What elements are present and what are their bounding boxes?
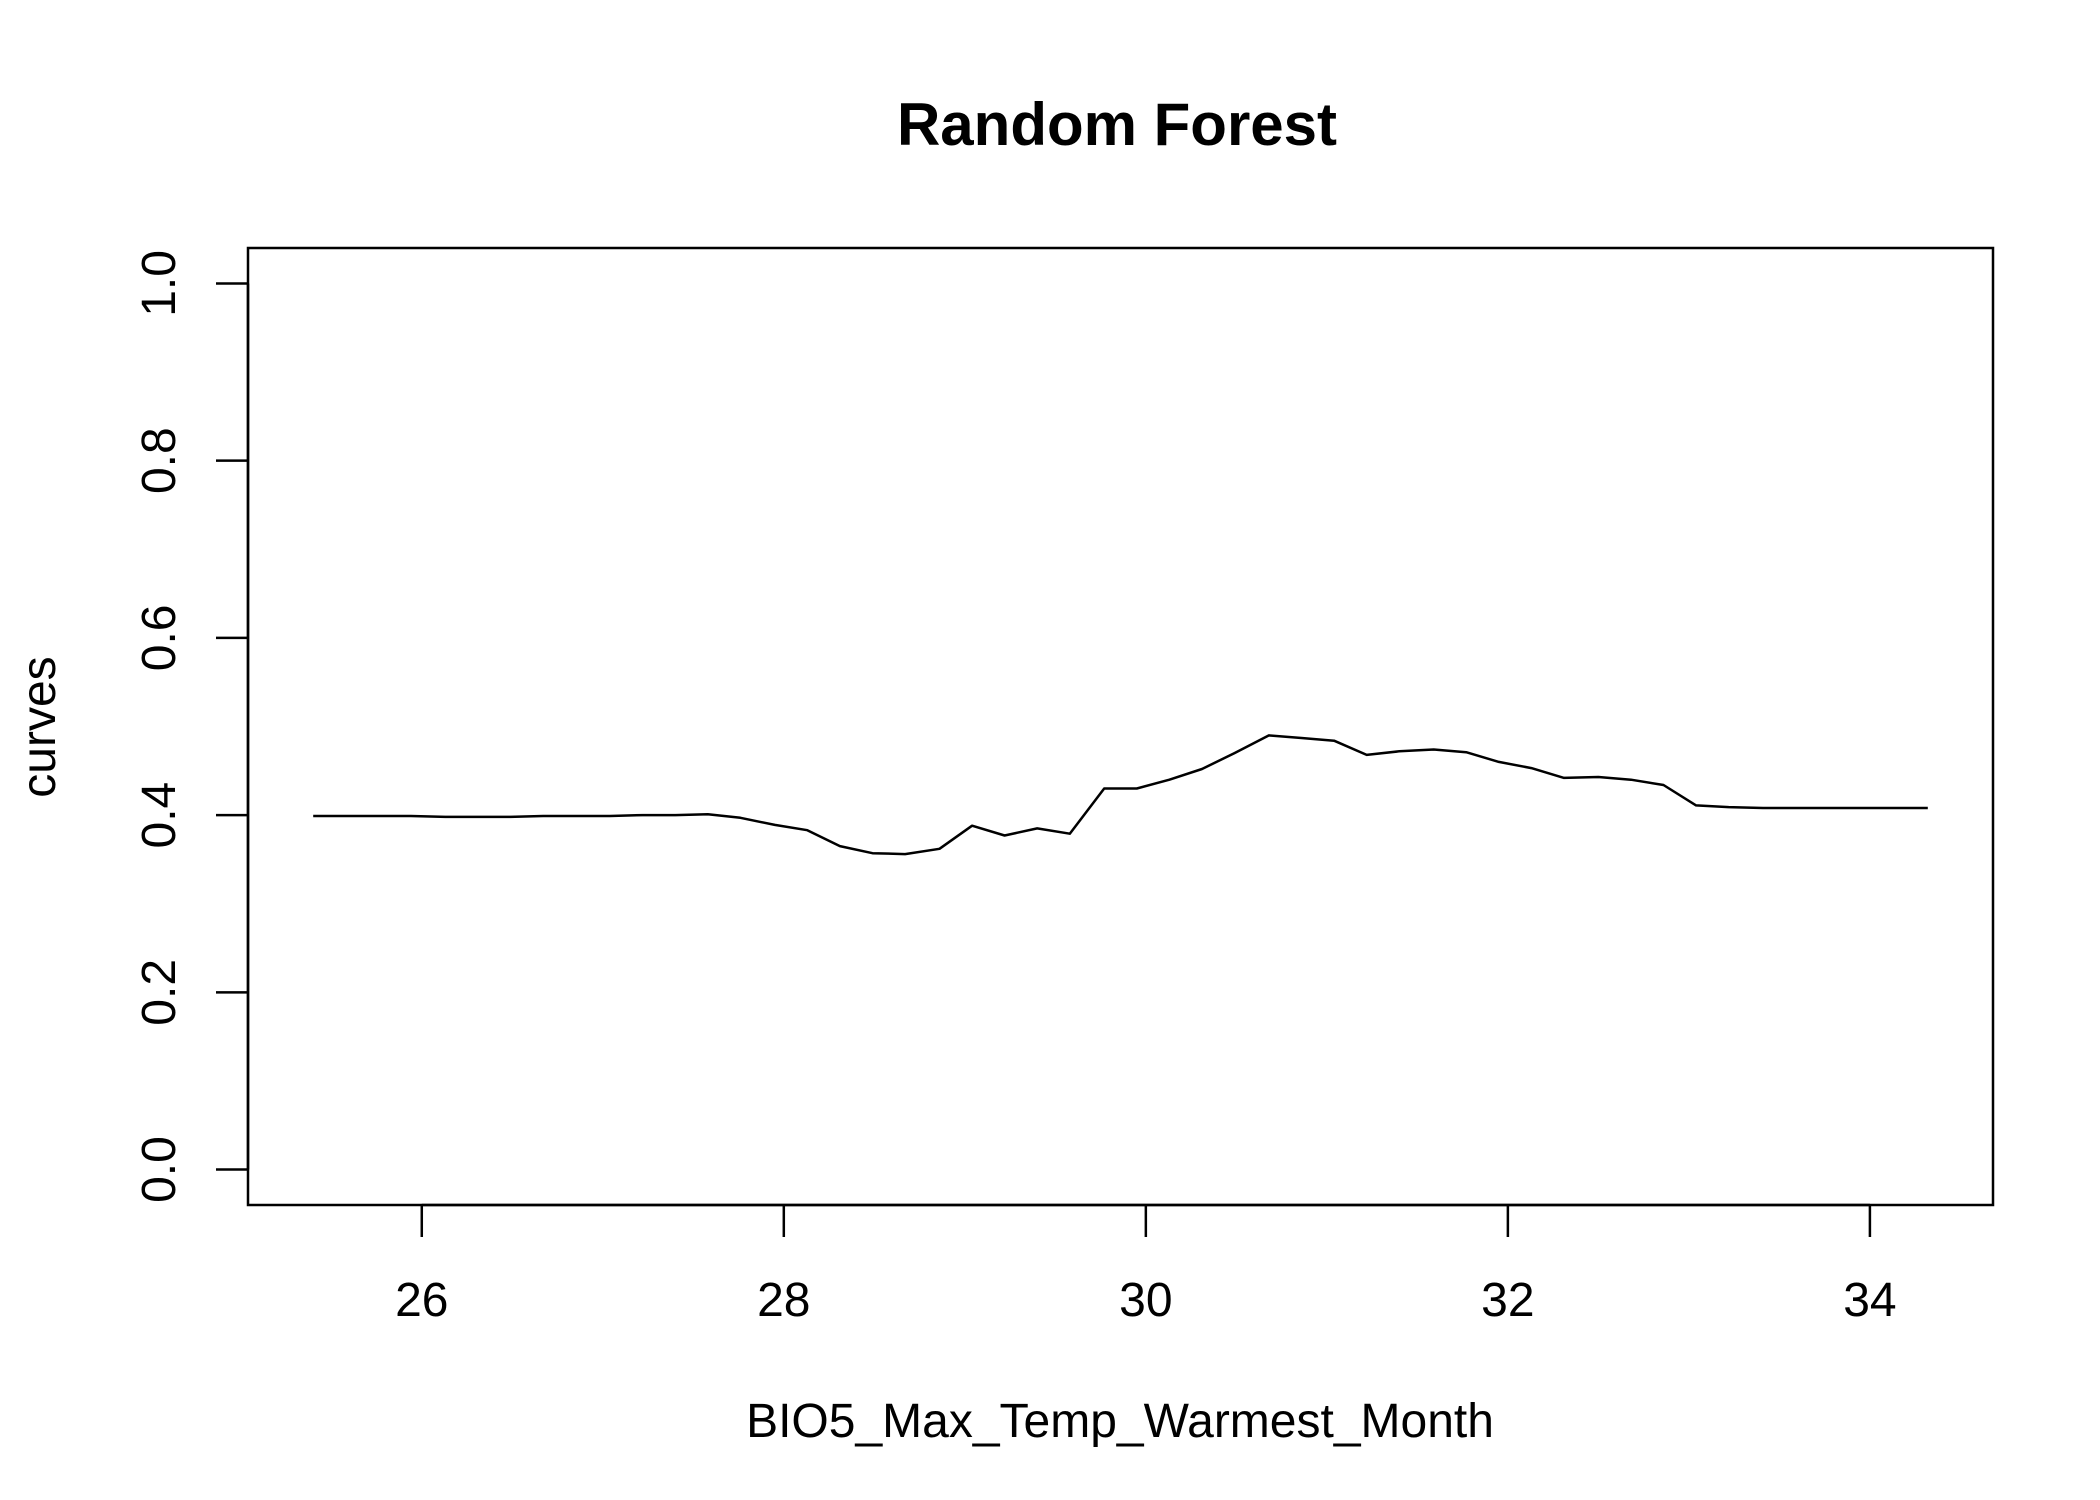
x-tick-label: 30 xyxy=(1119,1274,1172,1327)
x-tick-label: 32 xyxy=(1481,1274,1534,1327)
x-axis-label: BIO5_Max_Temp_Warmest_Month xyxy=(746,1395,1494,1448)
y-axis: 0.0 0.2 0.4 0.6 0.8 1.0 xyxy=(133,250,250,1203)
y-tick-label: 0.6 xyxy=(133,605,186,672)
y-tick-label: 0.0 xyxy=(133,1136,186,1203)
x-axis: 26 28 30 32 34 xyxy=(395,1203,1897,1327)
y-tick-label: 0.8 xyxy=(133,427,186,494)
series-layer xyxy=(313,734,1928,856)
x-tick-label: 34 xyxy=(1843,1274,1896,1327)
series-line xyxy=(313,734,1928,856)
y-tick-label: 0.2 xyxy=(133,959,186,1026)
y-tick-label: 1.0 xyxy=(133,250,186,317)
chart-title: Random Forest xyxy=(897,91,1337,158)
x-tick-label: 28 xyxy=(757,1274,810,1327)
plot-frame xyxy=(246,246,1995,1207)
y-axis-label: curves xyxy=(13,656,66,797)
x-tick-label: 26 xyxy=(395,1274,448,1327)
y-tick-label: 0.4 xyxy=(133,782,186,849)
